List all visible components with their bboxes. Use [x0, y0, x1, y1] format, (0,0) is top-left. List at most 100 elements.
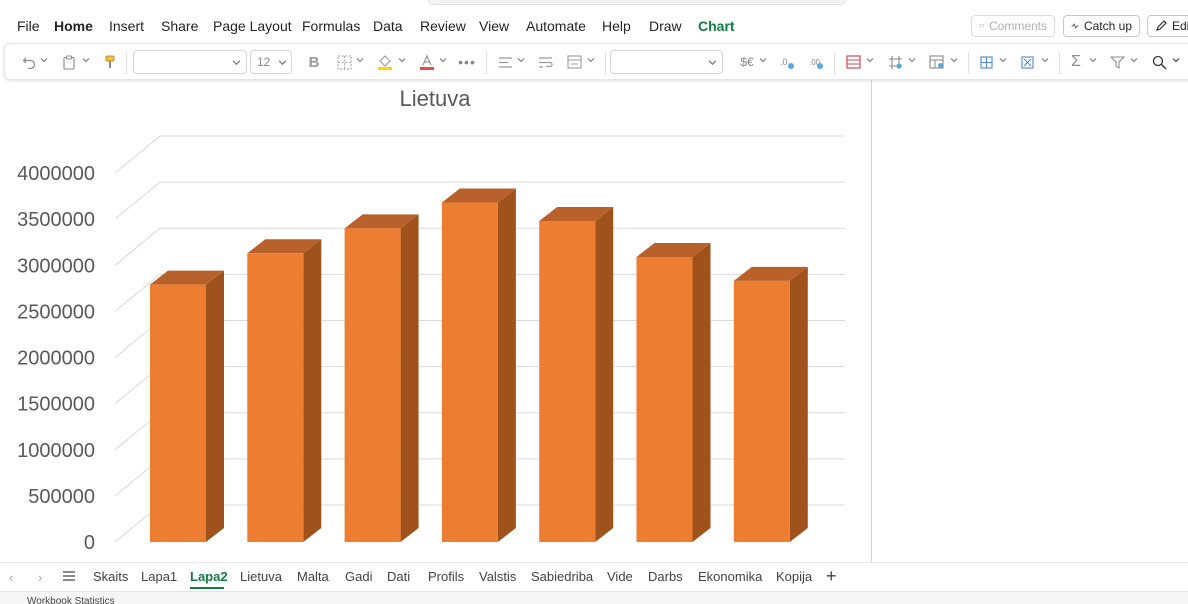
column-bar[interactable] — [539, 206, 614, 542]
chevron-down-icon[interactable] — [356, 56, 364, 64]
cell-styles-icon[interactable] — [928, 54, 944, 70]
tab-data[interactable]: Data — [373, 18, 403, 34]
sheet-tab-malta[interactable]: Malta — [297, 569, 329, 584]
sheet-tab-vide[interactable]: Vide — [607, 569, 633, 584]
search-icon[interactable] — [1151, 54, 1167, 70]
chevron-down-icon[interactable] — [1130, 56, 1138, 64]
workbook-statistics-link[interactable]: Workbook Statistics — [27, 596, 115, 604]
column-bar[interactable] — [150, 270, 224, 542]
tab-chart[interactable]: Chart — [698, 18, 735, 34]
undo-icon[interactable] — [21, 54, 37, 70]
sheet-tab-lapa2[interactable]: Lapa2 — [190, 569, 228, 584]
sheet-tab-lapa1[interactable]: Lapa1 — [141, 569, 178, 584]
status-bar: Workbook Statistics — [0, 591, 1188, 604]
autosum-icon[interactable]: Σ — [1071, 53, 1081, 70]
chevron-down-icon[interactable] — [439, 56, 447, 64]
bold-icon[interactable]: B — [308, 53, 320, 71]
sheet-tab-sabiedriba[interactable]: Sabiedriba — [531, 569, 594, 584]
chart-title[interactable]: Lietuva — [400, 86, 472, 111]
scroll-right-icon[interactable]: › — [38, 570, 43, 585]
sheet-tab-ekonomika[interactable]: Ekonomika — [698, 569, 763, 584]
sort-filter-icon[interactable] — [1109, 54, 1125, 70]
column-chart[interactable]: Lietuva 0 500000 1000000 1500000 2000000 2500… — [0, 80, 872, 562]
fill-color-icon[interactable] — [377, 54, 393, 70]
chevron-down-icon[interactable] — [398, 56, 406, 64]
sheet-tab-skaits[interactable]: Skaits — [93, 569, 129, 584]
number-format-dropdown[interactable] — [610, 50, 723, 74]
worksheet-area[interactable]: Lietuva 0 500000 1000000 1500000 2000000 2500… — [0, 80, 1188, 562]
column-bar-top — [150, 270, 224, 285]
delete-cells-icon[interactable] — [1019, 54, 1035, 70]
font-name-dropdown[interactable] — [133, 50, 247, 74]
tab-file[interactable]: File — [17, 18, 40, 34]
align-icon[interactable] — [497, 54, 513, 70]
sheet-tab-dati[interactable]: Dati — [387, 569, 411, 584]
column-bar[interactable] — [636, 242, 711, 542]
chevron-down-icon[interactable] — [759, 56, 767, 64]
tab-share[interactable]: Share — [161, 18, 199, 34]
font-color-icon[interactable] — [419, 54, 435, 70]
svg-text:.0: .0 — [780, 57, 788, 67]
sheet-tab-profils[interactable]: Profils — [428, 569, 465, 584]
chevron-down-icon[interactable] — [1172, 56, 1180, 64]
sheet-tab-valstis[interactable]: Valstis — [479, 569, 517, 584]
chevron-down-icon[interactable] — [1041, 56, 1049, 64]
column-bar[interactable] — [733, 266, 808, 542]
y-axis: 0 500000 1000000 1500000 2000000 2500000 30000… — [17, 163, 95, 554]
edit-mode-button[interactable]: Edi — [1147, 15, 1188, 37]
column-bar[interactable] — [344, 214, 419, 542]
pencil-icon — [1156, 20, 1167, 31]
y-axis-tick-label: 3000000 — [17, 255, 95, 277]
chevron-down-icon[interactable] — [82, 56, 90, 64]
ribbon-divider — [126, 52, 127, 74]
insert-cells-icon[interactable] — [978, 54, 994, 70]
more-options-icon[interactable]: ••• — [458, 54, 476, 70]
tab-view[interactable]: View — [479, 18, 510, 34]
ribbon-divider — [834, 52, 835, 74]
sheet-tab-darbs[interactable]: Darbs — [648, 569, 683, 584]
add-sheet-icon[interactable]: + — [826, 566, 837, 586]
column-bar-front — [441, 202, 498, 542]
chevron-down-icon[interactable] — [1089, 56, 1097, 64]
y-axis-tick-label: 2000000 — [17, 348, 95, 370]
chevron-down-icon[interactable] — [908, 56, 916, 64]
font-size-dropdown[interactable]: 12 — [250, 50, 292, 74]
increase-decimal-icon[interactable]: .00 — [808, 54, 824, 70]
table-format-icon[interactable] — [887, 54, 903, 70]
tab-automate[interactable]: Automate — [526, 18, 586, 34]
bar-series[interactable] — [150, 188, 808, 542]
scroll-left-icon[interactable]: ‹ — [9, 570, 14, 585]
tab-insert[interactable]: Insert — [109, 18, 145, 34]
borders-icon[interactable] — [336, 54, 352, 70]
column-bar-side — [400, 214, 419, 542]
tab-review[interactable]: Review — [420, 18, 466, 34]
tab-page-layout[interactable]: Page Layout — [213, 18, 292, 34]
tab-home[interactable]: Home — [54, 18, 93, 34]
comments-button[interactable]: Comments — [971, 15, 1055, 37]
catch-up-button[interactable]: Catch up — [1063, 15, 1140, 37]
chevron-down-icon[interactable] — [950, 56, 958, 64]
format-painter-icon[interactable] — [103, 54, 117, 70]
column-bar[interactable] — [247, 239, 322, 542]
column-bar-top — [539, 206, 614, 221]
decrease-decimal-icon[interactable]: .0 — [779, 54, 795, 70]
chevron-down-icon[interactable] — [40, 56, 48, 64]
clipboard-icon[interactable] — [62, 54, 76, 70]
wrap-text-icon[interactable] — [537, 54, 553, 70]
chevron-down-icon[interactable] — [866, 56, 874, 64]
chevron-down-icon[interactable] — [587, 56, 595, 64]
tab-help[interactable]: Help — [602, 18, 631, 34]
sheet-tab-kopija[interactable]: Kopija — [776, 569, 813, 584]
chevron-down-icon[interactable] — [999, 56, 1007, 64]
sheet-tab-gadi[interactable]: Gadi — [345, 569, 373, 584]
sheet-tab-lietuva[interactable]: Lietuva — [240, 569, 282, 584]
currency-icon[interactable]: $€ — [740, 55, 754, 69]
chevron-down-icon[interactable] — [517, 56, 525, 64]
conditional-formatting-icon[interactable] — [845, 54, 861, 70]
comments-label: Comments — [988, 19, 1047, 33]
tab-formulas[interactable]: Formulas — [302, 18, 361, 34]
tab-draw[interactable]: Draw — [649, 18, 682, 34]
all-sheets-menu-icon[interactable] — [62, 569, 76, 587]
column-bar[interactable] — [441, 188, 516, 542]
merge-cells-icon[interactable] — [566, 54, 582, 70]
